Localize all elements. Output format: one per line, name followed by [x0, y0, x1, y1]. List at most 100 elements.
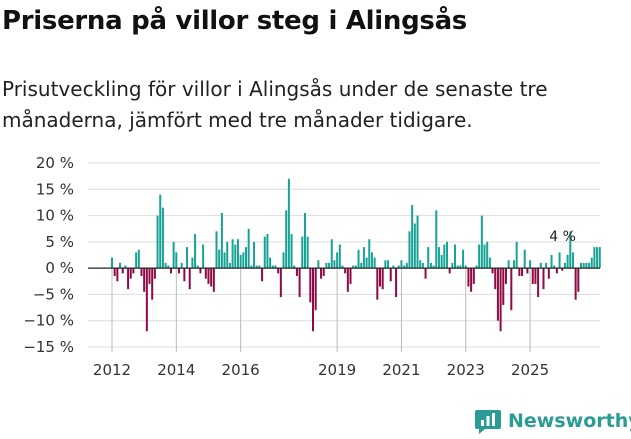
- bar: [159, 194, 162, 269]
- bar: [563, 262, 566, 269]
- bar: [266, 233, 269, 269]
- bar: [239, 255, 242, 269]
- bar: [127, 268, 130, 290]
- bar: [585, 262, 588, 269]
- bar: [145, 268, 148, 332]
- bar: [301, 236, 304, 269]
- bar: [593, 247, 596, 269]
- bar: [250, 265, 253, 269]
- bar: [376, 268, 379, 300]
- bar: [419, 260, 422, 269]
- bar: [574, 268, 577, 300]
- bar: [290, 233, 293, 269]
- bar: [392, 265, 395, 269]
- bar: [515, 241, 518, 269]
- bar: [194, 233, 197, 269]
- bar: [472, 268, 475, 284]
- bar: [598, 247, 601, 269]
- gridlines: [88, 162, 600, 348]
- bar: [561, 268, 564, 271]
- y-tick-label: −10 %: [23, 312, 74, 330]
- bar: [183, 268, 186, 282]
- bar: [135, 252, 138, 269]
- bar: [480, 215, 483, 269]
- bar: [330, 239, 333, 269]
- bar: [529, 260, 532, 269]
- bar: [504, 268, 507, 284]
- bar: [435, 210, 438, 269]
- bar: [231, 239, 234, 269]
- bar: [596, 247, 599, 269]
- bar: [518, 268, 521, 277]
- bar: [537, 268, 540, 298]
- bar: [143, 268, 146, 292]
- x-tick-label: 2019: [318, 361, 356, 379]
- bar: [236, 239, 239, 269]
- bar: [462, 249, 465, 269]
- bar: [328, 262, 331, 269]
- bar: [226, 241, 229, 269]
- y-tick-label: 0 %: [45, 259, 74, 277]
- bar: [338, 244, 341, 269]
- bar: [188, 268, 191, 290]
- bar: [427, 247, 430, 269]
- bar: [413, 223, 416, 269]
- bar: [132, 268, 135, 274]
- y-axis-tick-labels: −15 % −10 % −5 % 0 % 5 % 10 % 15 % 20 %: [23, 154, 74, 356]
- bar: [282, 252, 285, 269]
- bar: [446, 241, 448, 269]
- bar: [357, 249, 360, 269]
- bar: [588, 262, 591, 269]
- bar: [169, 268, 172, 274]
- bar: [464, 265, 467, 269]
- bar: [499, 268, 502, 332]
- bar: [354, 265, 357, 269]
- bar: [416, 215, 419, 269]
- bar: [309, 268, 312, 303]
- bar: [199, 268, 202, 274]
- bar: [151, 268, 154, 300]
- bar: [448, 268, 451, 274]
- y-tick-label: −5 %: [33, 285, 74, 303]
- x-tick-label: 2016: [222, 361, 260, 379]
- bar: [558, 252, 561, 269]
- bar: [207, 268, 210, 284]
- bar: [121, 268, 124, 274]
- bar: [322, 268, 325, 277]
- bar: [421, 262, 424, 269]
- bar: [486, 241, 489, 269]
- bar: [502, 268, 505, 305]
- x-tick-label: 2023: [447, 361, 485, 379]
- bar: [451, 262, 454, 269]
- bar: [269, 257, 272, 269]
- bar: [454, 244, 457, 269]
- bar: [411, 205, 414, 269]
- bar: [285, 210, 288, 269]
- y-tick-label: −15 %: [23, 338, 74, 356]
- bar: [196, 265, 199, 269]
- bar: [432, 265, 435, 269]
- bar: [137, 249, 140, 269]
- bar: [274, 265, 277, 269]
- bar: [470, 268, 473, 292]
- bar: [571, 252, 574, 269]
- bar: [164, 262, 167, 269]
- bar: [258, 265, 261, 269]
- bar: [178, 268, 180, 274]
- bar: [456, 265, 459, 269]
- bar: [467, 268, 470, 287]
- bar: [172, 241, 175, 269]
- newsworthy-chart-icon: [475, 410, 501, 434]
- bar: [234, 244, 237, 269]
- bar: [365, 257, 368, 269]
- bar: [253, 241, 256, 269]
- bar: [569, 231, 572, 269]
- bar: [590, 257, 593, 269]
- bar: [245, 247, 247, 269]
- bar: [459, 265, 462, 269]
- bar: [521, 268, 524, 277]
- bar: [261, 268, 264, 282]
- bar: [161, 207, 164, 269]
- bar: [341, 265, 344, 269]
- bar: [523, 249, 526, 269]
